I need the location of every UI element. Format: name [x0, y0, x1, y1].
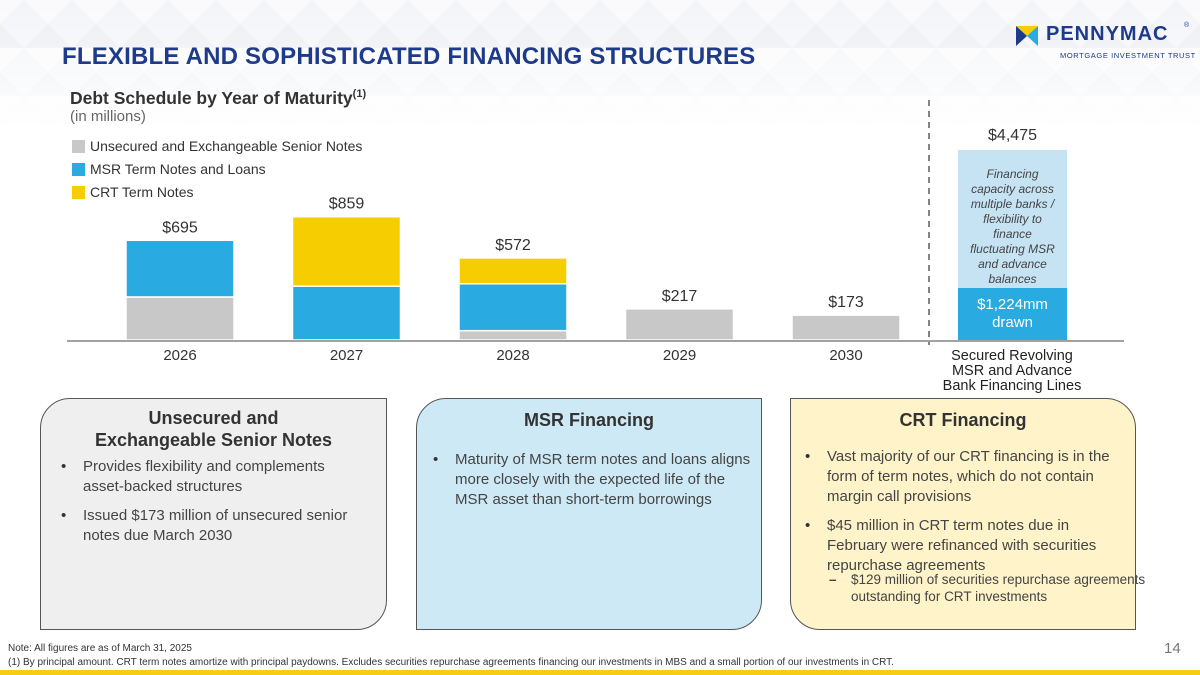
- revolver-capacity-text: multiple banks /: [971, 197, 1056, 211]
- revolver-capacity-text: fluctuating MSR: [970, 242, 1055, 256]
- bar-msr-2028: [458, 282, 568, 332]
- card-crt-bullet: Vast majority of our CRT financing is in…: [797, 447, 1131, 507]
- bar-revolver-capacity: [958, 150, 1067, 288]
- card-crt: CRT Financing Vast majority of our CRT f…: [790, 398, 1145, 630]
- total-label-2030: $173: [828, 294, 864, 311]
- bar-unsecured-2029: [624, 308, 735, 341]
- legend-item-crt: CRT Term Notes: [72, 184, 362, 207]
- x-tick-label-2027: 2027: [330, 347, 363, 364]
- logo-wordmark: PENNYMAC: [1046, 23, 1169, 45]
- x-tick-label-revolver: Secured Revolving: [951, 348, 1073, 364]
- x-tick-label-2029: 2029: [663, 347, 696, 364]
- legend-swatch-msr: [72, 163, 85, 176]
- dash-icon: –: [829, 572, 837, 587]
- total-label-2026: $695: [162, 219, 198, 236]
- chart-title: Debt Schedule by Year of Maturity(1): [70, 88, 366, 109]
- card-unsecured-bullet: Issued $173 million of unsecured senior …: [53, 506, 353, 546]
- revolver-capacity-text: capacity across: [971, 182, 1054, 196]
- chart-title-footnote-ref: (1): [352, 88, 367, 101]
- revolver-drawn-text: $1,224mm: [977, 296, 1048, 313]
- bar-unsecured-2026: [125, 296, 235, 341]
- card-unsecured-title: Unsecured and Exchangeable Senior Notes: [41, 407, 386, 451]
- logo-tagline: MORTGAGE INVESTMENT TRUST: [1060, 51, 1196, 60]
- x-tick-label-2028: 2028: [496, 347, 529, 364]
- card-unsecured-title-line: Exchangeable Senior Notes: [94, 430, 333, 450]
- revolver-capacity-text: finance: [993, 227, 1032, 241]
- legend-label-msr: MSR Term Notes and Loans: [90, 161, 266, 177]
- legend-swatch-crt: [72, 186, 85, 199]
- bar-unsecured-2030: [791, 314, 901, 341]
- total-label-revolver: $4,475: [988, 127, 1037, 144]
- bar-crt-2027: [291, 215, 402, 287]
- bottom-stripe: [0, 670, 1200, 675]
- legend-item-msr: MSR Term Notes and Loans: [72, 161, 362, 184]
- logo-mark-icon: [1016, 26, 1038, 46]
- legend-swatch-unsecured: [72, 140, 85, 153]
- x-tick-label-revolver: Bank Financing Lines: [943, 378, 1082, 394]
- legend-item-unsecured: Unsecured and Exchangeable Senior Notes: [72, 138, 362, 161]
- debt-schedule-chart: $695 2026 $859 2027 $572 2028 $217 2029 $173 2030…: [67, 100, 1124, 394]
- revolver-capacity-text: Financing: [986, 167, 1038, 181]
- note: Note: All figures are as of March 31, 20…: [8, 643, 192, 654]
- card-crt-title: CRT Financing: [899, 410, 1027, 430]
- bar-msr-2027: [291, 285, 402, 341]
- page-number: 14: [1164, 640, 1181, 657]
- card-crt-sub-bullet: – $129 million of securities repurchase a…: [791, 571, 1191, 605]
- revolver-capacity-text: balances: [988, 272, 1036, 286]
- card-crt-bullets: Vast majority of our CRT financing is in…: [797, 447, 1131, 585]
- bar-unsecured-2028: [458, 329, 568, 341]
- card-msr-bullet: Maturity of MSR term notes and loans ali…: [425, 450, 755, 510]
- card-crt-sub-bullet-text: $129 million of securities repurchase ag…: [851, 572, 1146, 604]
- bar-revolver-drawn: [958, 288, 1067, 340]
- header-background: [0, 0, 1200, 130]
- x-tick-label-2030: 2030: [829, 347, 862, 364]
- card-msr: MSR Financing Maturity of MSR term notes…: [416, 398, 762, 630]
- chart-subtitle: (in millions): [70, 108, 146, 125]
- card-msr-bullets: Maturity of MSR term notes and loans ali…: [425, 450, 755, 519]
- total-label-2027: $859: [329, 196, 365, 213]
- revolver-capacity-text: and advance: [978, 257, 1047, 271]
- card-unsecured-title-line: Unsecured and: [148, 408, 279, 428]
- card-unsecured: Unsecured and Exchangeable Senior Notes …: [40, 398, 387, 630]
- total-label-2029: $217: [662, 288, 698, 305]
- pennymac-logo: PENNYMAC ® MORTGAGE INVESTMENT TRUST: [1014, 22, 1195, 68]
- legend-label-crt: CRT Term Notes: [90, 184, 194, 200]
- page-title: FLEXIBLE AND SOPHISTICATED FINANCING STR…: [62, 43, 756, 70]
- chart-title-text: Debt Schedule by Year of Maturity: [70, 88, 353, 108]
- chart-legend: Unsecured and Exchangeable Senior Notes …: [72, 138, 362, 207]
- footnote: (1) By principal amount. CRT term notes …: [8, 657, 894, 668]
- card-unsecured-bullet: Provides flexibility and complements ass…: [53, 457, 353, 497]
- logo-registered: ®: [1184, 22, 1190, 29]
- revolver-capacity-text: flexibility to: [983, 212, 1042, 226]
- revolver-drawn-text: drawn: [992, 314, 1033, 331]
- card-unsecured-bullets: Provides flexibility and complements ass…: [53, 457, 353, 555]
- card-crt-bullet: $45 million in CRT term notes due in Feb…: [797, 516, 1131, 576]
- x-tick-label-revolver: MSR and Advance: [952, 363, 1072, 379]
- legend-label-unsecured: Unsecured and Exchangeable Senior Notes: [90, 138, 363, 154]
- card-msr-title: MSR Financing: [524, 410, 654, 430]
- total-label-2028: $572: [495, 237, 531, 254]
- x-tick-label-2026: 2026: [163, 347, 196, 364]
- bar-crt-2028: [458, 257, 568, 285]
- bar-msr-2026: [125, 239, 235, 298]
